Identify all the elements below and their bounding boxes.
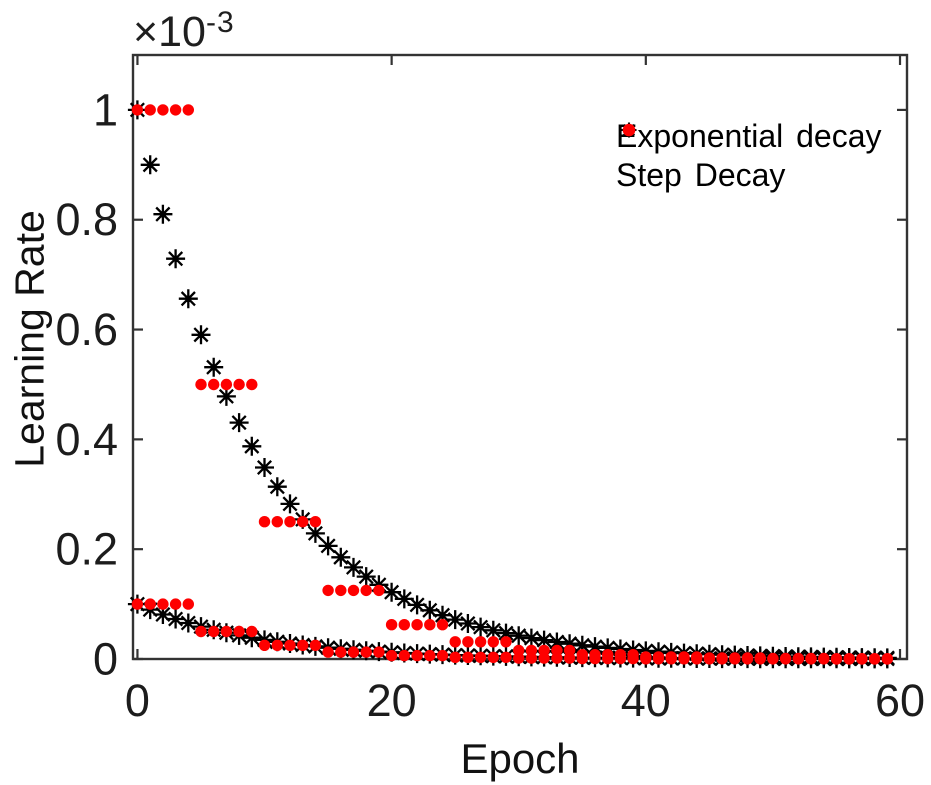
y-tick-label: 0.2 [55, 524, 118, 575]
y-tick-label: 1 [93, 84, 118, 135]
red-dot-marker-icon [622, 123, 636, 137]
x-tick-label: 40 [621, 675, 671, 726]
y-tick-label: 0.6 [55, 304, 118, 355]
y-tick-labels: 0 0.2 0.4 0.6 0.8 1 [55, 84, 118, 684]
legend-item-exponential-decay: Exponential decay [616, 117, 882, 156]
legend-label-step-decay: Step Decay [616, 157, 786, 193]
legend-item-step-decay: Step Decay [616, 123, 882, 195]
y-tick-label: 0 [93, 634, 118, 685]
legend-label-exponential-decay: Exponential decay [616, 118, 882, 154]
x-tick-labels: 0 20 40 60 [125, 675, 925, 726]
legend: Exponential decay Step Decay [616, 117, 882, 195]
y-axis-title: Learning Rate [6, 210, 53, 468]
x-tick-label: 0 [125, 675, 150, 726]
x-tick-label: 60 [875, 675, 925, 726]
y-axis-exponent: ×10-3 [133, 6, 235, 57]
series-step-3 [131, 598, 893, 665]
x-tick-label: 20 [367, 675, 417, 726]
y-tick-label: 0.8 [55, 194, 118, 245]
exponent-base: ×10 [133, 8, 206, 56]
exponent-power: -3 [205, 6, 235, 39]
x-axis-title: Epoch [460, 735, 580, 782]
y-tick-label: 0.4 [55, 414, 118, 465]
tick-marks [133, 55, 907, 661]
